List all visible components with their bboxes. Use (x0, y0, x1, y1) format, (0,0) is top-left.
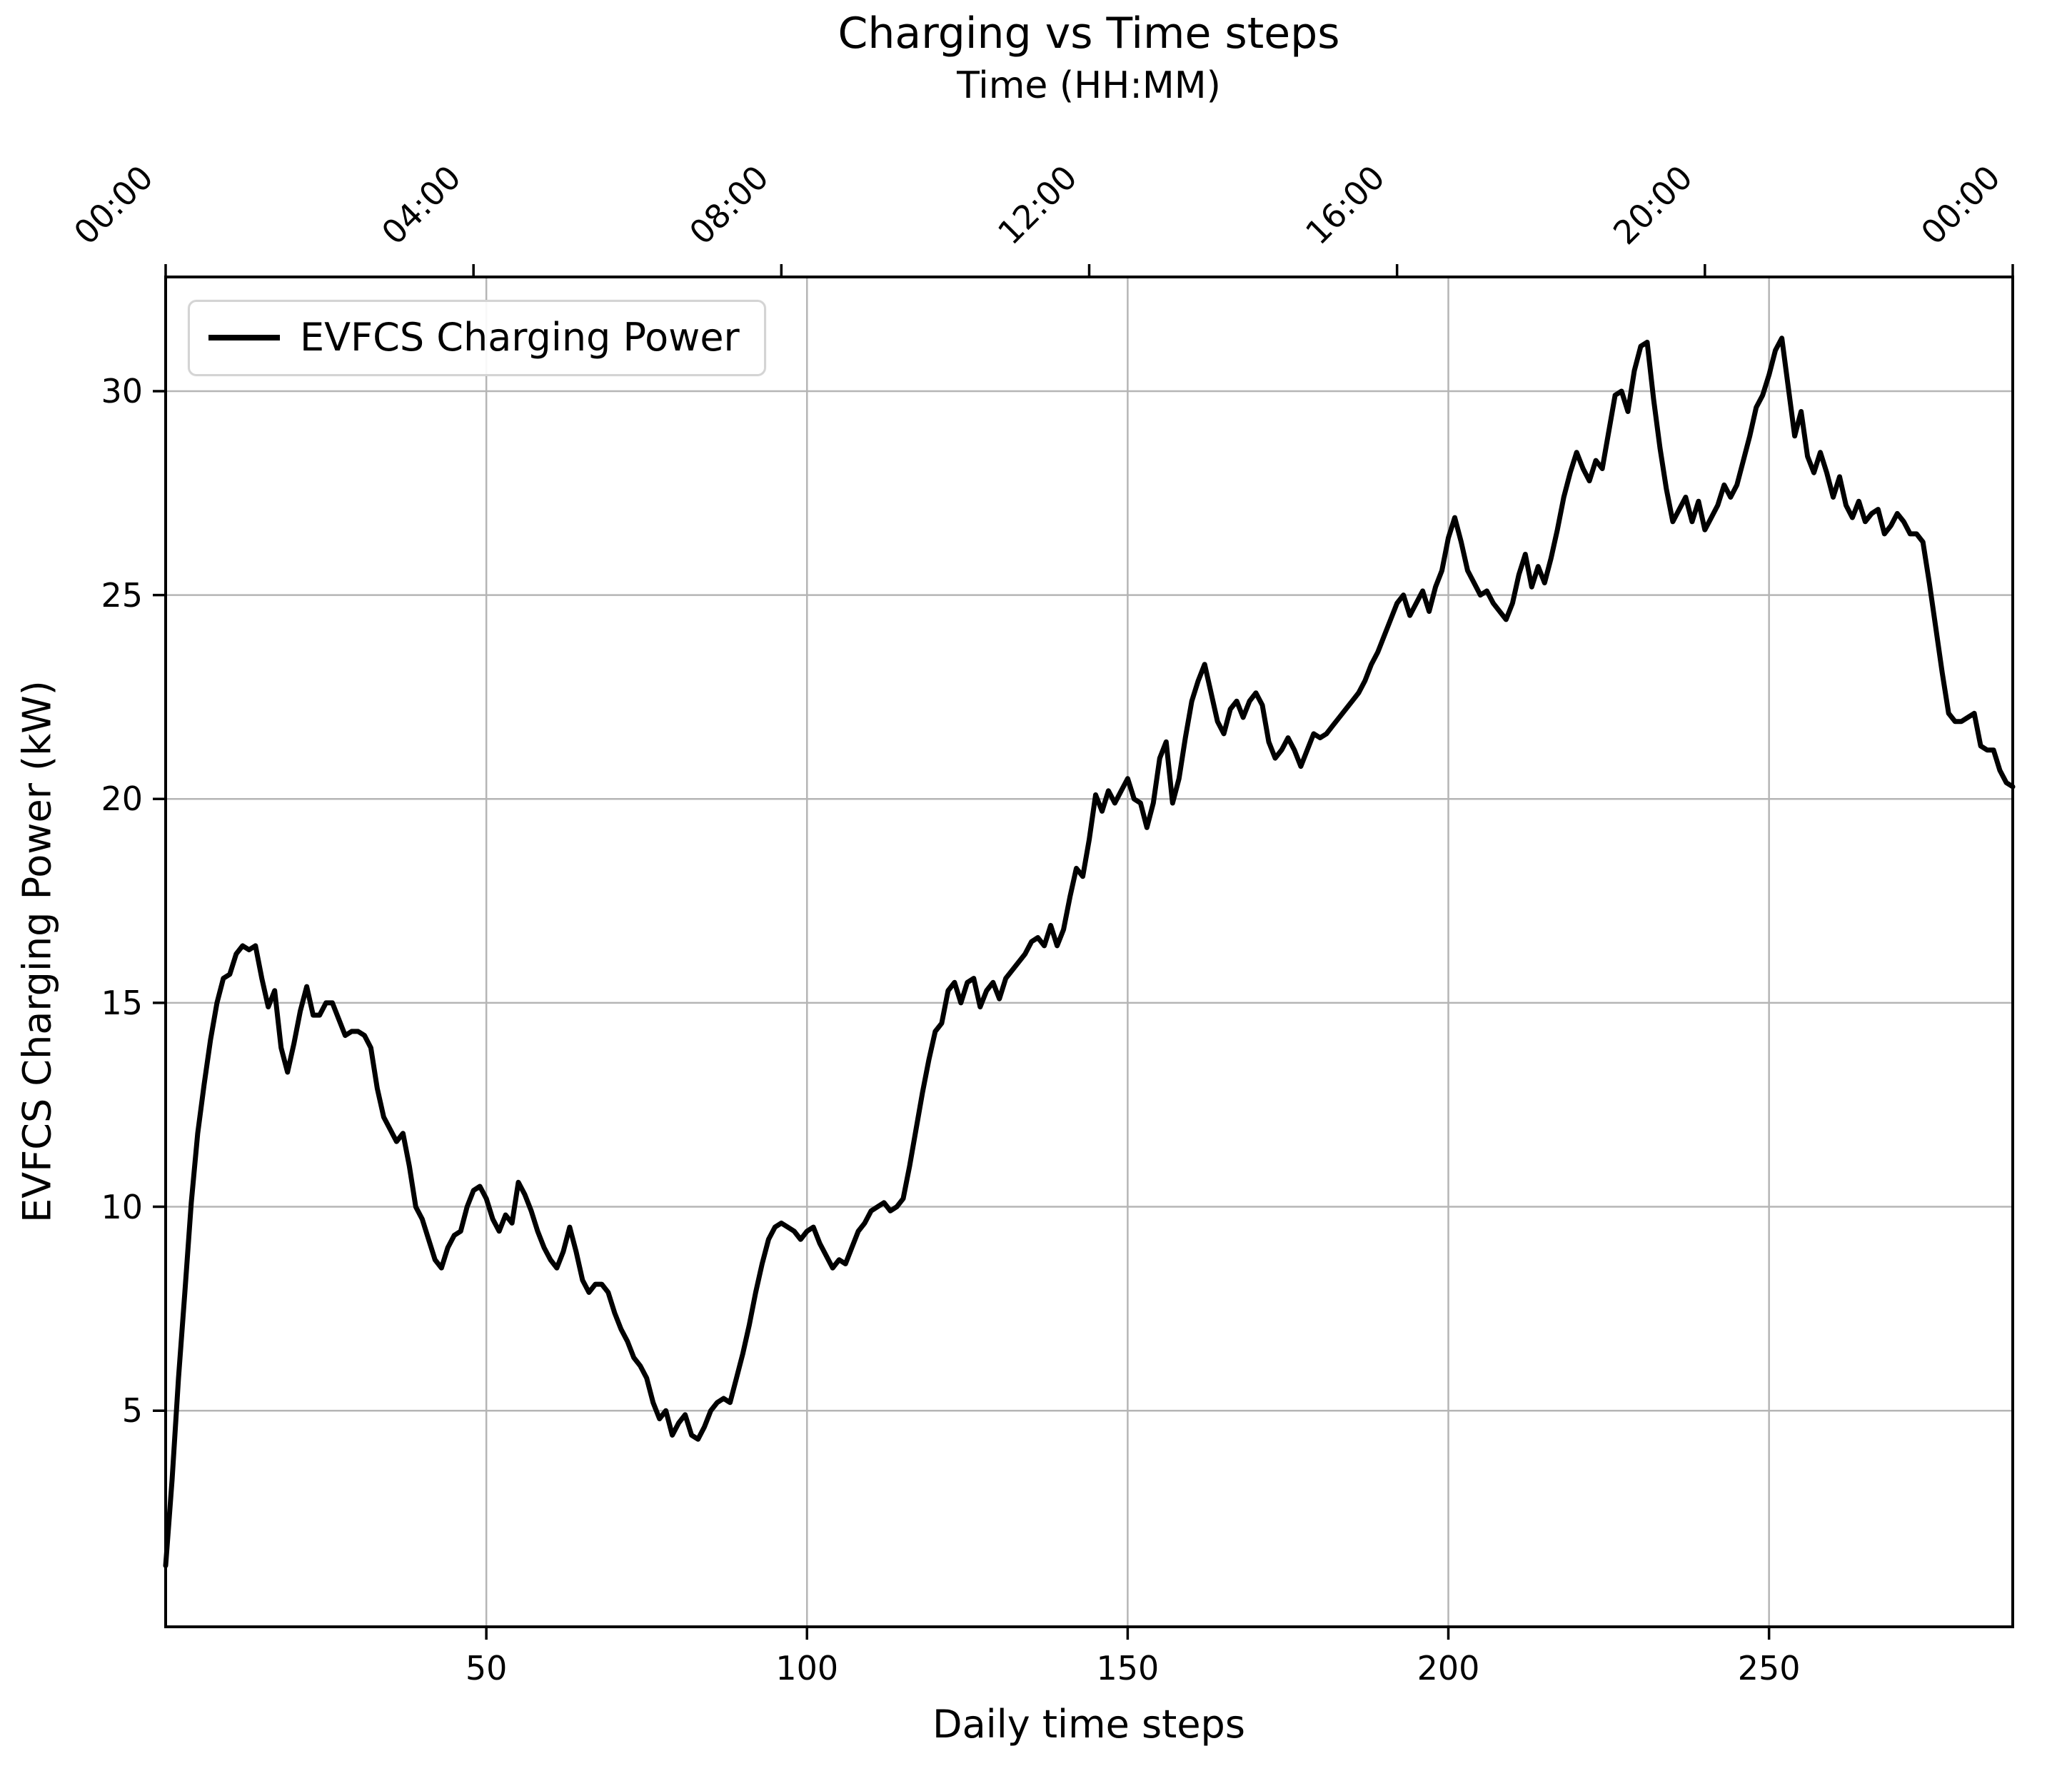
y-tick-label: 25 (101, 575, 143, 615)
legend-line-swatch (208, 335, 280, 341)
legend-label: EVFCS Charging Power (300, 315, 740, 360)
y-axis-label: EVFCS Charging Power (kW) (14, 680, 60, 1223)
x-tick-label: 250 (1737, 1649, 1801, 1687)
axes-spines (164, 276, 2014, 1628)
chart-title: Charging vs Time steps (838, 9, 1340, 59)
x-tick-label: 50 (465, 1649, 508, 1687)
top-axis-label: Time (HH:MM) (957, 64, 1221, 107)
y-tick-label: 20 (101, 779, 143, 819)
data-line-evfcs-charging-power (163, 335, 2016, 1568)
x-tick-label: 150 (1096, 1649, 1160, 1687)
x-tick-label: 200 (1417, 1649, 1480, 1687)
y-tick-label: 30 (101, 371, 143, 410)
y-tick-label: 5 (121, 1391, 143, 1431)
x-axis-label: Daily time steps (932, 1702, 1245, 1747)
legend: EVFCS Charging Power (188, 300, 766, 376)
y-tick-label: 10 (101, 1187, 143, 1226)
y-tick-label: 15 (101, 983, 143, 1022)
x-tick-label: 100 (775, 1649, 839, 1687)
